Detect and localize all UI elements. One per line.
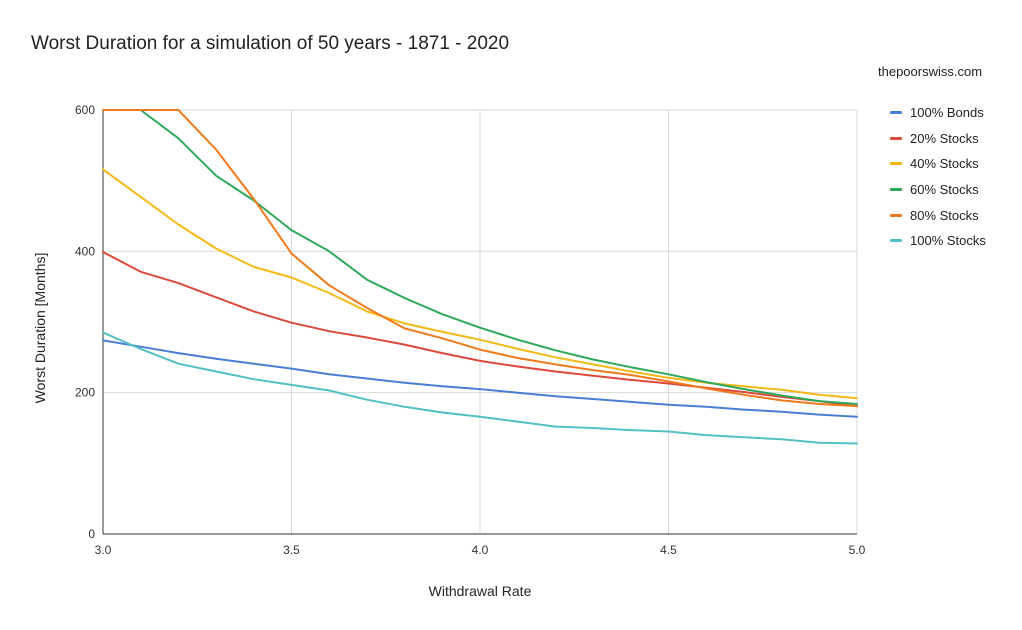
tick-labels: 3.0 3.5 4.0 4.5 5.0 0 200 400 600	[75, 103, 866, 557]
y-tick-label: 400	[75, 244, 95, 258]
series-line-20-stocks	[102, 251, 858, 408]
series-line-100-bonds	[102, 339, 858, 418]
y-tick-label: 200	[75, 386, 95, 400]
x-tick-label: 5.0	[849, 543, 866, 557]
legend-label: 100% Bonds	[910, 105, 984, 121]
legend: 100% Bonds 20% Stocks 40% Stocks 60% Stocks…	[890, 100, 986, 254]
legend-item: 80% Stocks	[890, 202, 986, 228]
legend-label: 100% Stocks	[910, 233, 986, 249]
x-tick-label: 3.5	[283, 543, 300, 557]
series-line-80-stocks	[102, 109, 858, 408]
legend-swatch	[890, 111, 902, 115]
legend-label: 40% Stocks	[910, 156, 979, 172]
axes	[102, 110, 857, 535]
x-axis-label: Withdrawal Rate	[428, 583, 532, 599]
x-tick-label: 4.5	[660, 543, 677, 557]
legend-swatch	[890, 213, 902, 217]
legend-item: 20% Stocks	[890, 126, 986, 152]
x-tick-label: 4.0	[472, 543, 489, 557]
source-label: thepoorswiss.com	[878, 64, 983, 79]
legend-swatch	[890, 239, 902, 243]
x-tick-label: 3.0	[95, 543, 112, 557]
series-line-60-stocks	[102, 109, 858, 405]
chart-title: Worst Duration for a simulation of 50 ye…	[31, 33, 510, 54]
y-tick-label: 0	[88, 527, 95, 541]
legend-item: 60% Stocks	[890, 177, 986, 203]
legend-swatch	[890, 136, 902, 140]
legend-item: 100% Stocks	[890, 228, 986, 254]
series-line-100-stocks	[102, 331, 858, 445]
y-axis-label: Worst Duration [Months]	[32, 252, 48, 404]
legend-swatch	[890, 188, 902, 192]
series-line-40-stocks	[102, 168, 858, 400]
legend-item: 40% Stocks	[890, 151, 986, 177]
legend-item: 100% Bonds	[890, 100, 986, 126]
grid-lines	[102, 109, 858, 535]
legend-label: 60% Stocks	[910, 182, 979, 198]
legend-swatch	[890, 162, 902, 166]
legend-label: 20% Stocks	[910, 130, 979, 146]
series-lines	[102, 109, 858, 445]
y-tick-label: 600	[75, 103, 95, 117]
legend-label: 80% Stocks	[910, 207, 979, 223]
